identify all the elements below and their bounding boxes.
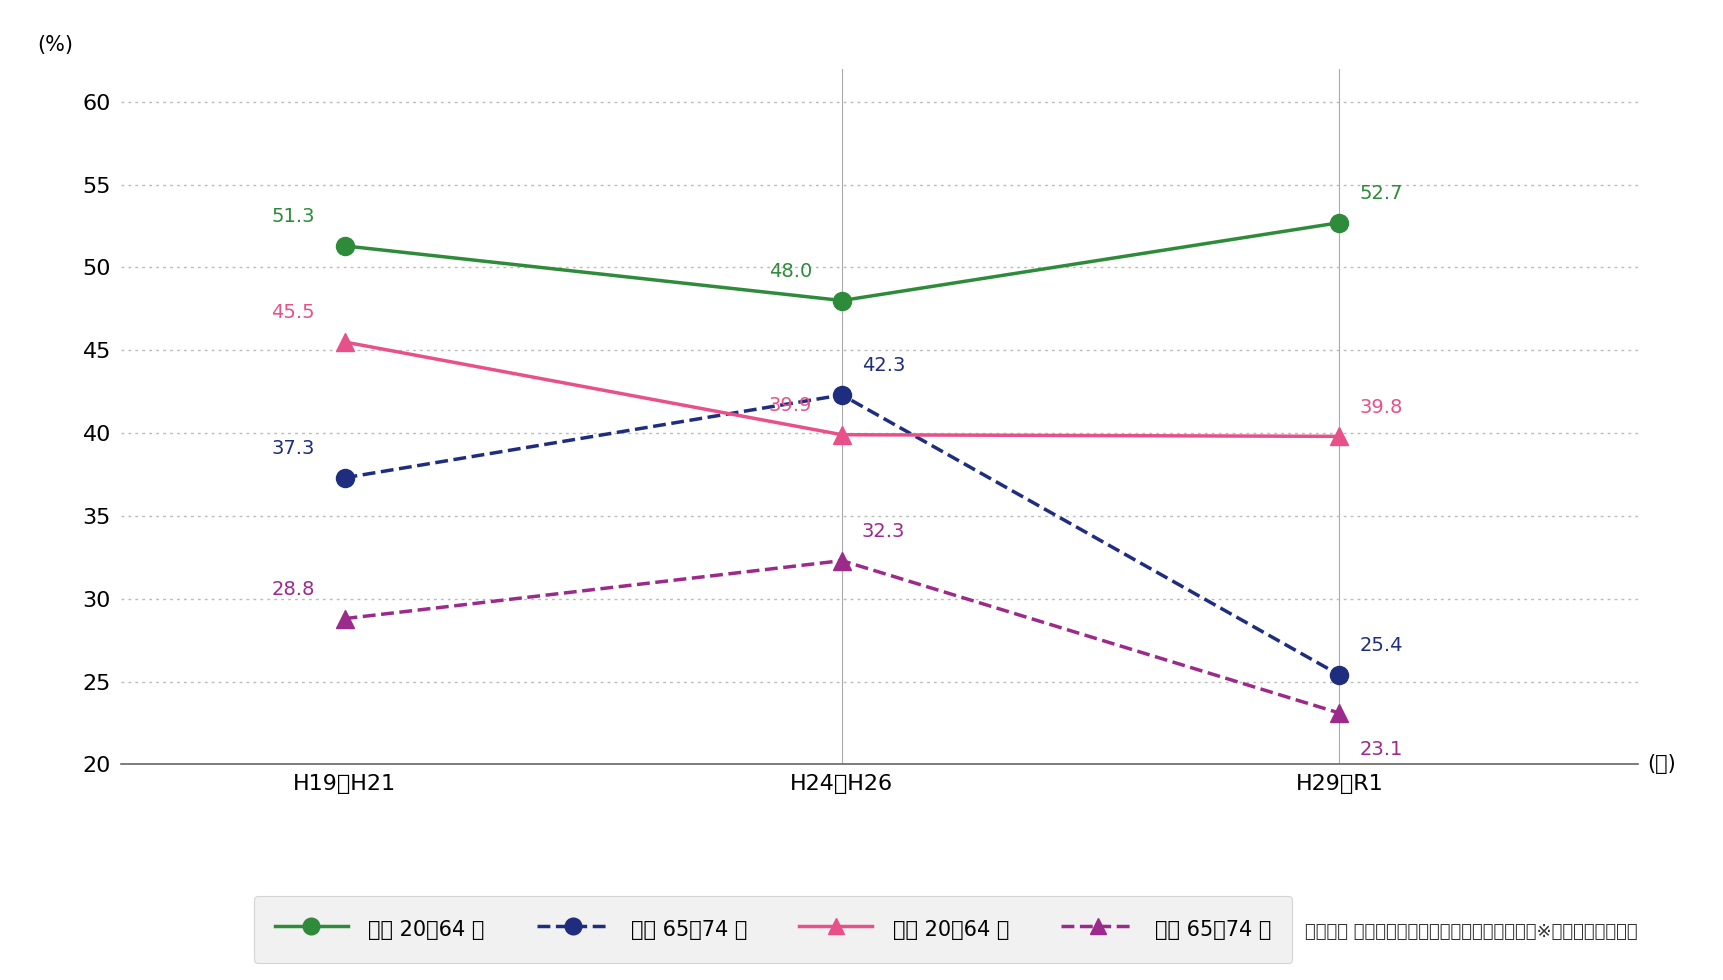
Text: 《出典》 国民健康・栄養調査（厕生労働省）　※東京都分を再集計: 《出典》 国民健康・栄養調査（厕生労働省） ※東京都分を再集計: [1304, 923, 1637, 941]
Text: 23.1: 23.1: [1358, 741, 1403, 760]
Text: 28.8: 28.8: [271, 580, 315, 599]
Text: 52.7: 52.7: [1358, 184, 1403, 203]
Legend: 男性 20～64 歳, 男性 65～74 歳, 女性 20～64 歳, 女性 65～74 歳: 男性 20～64 歳, 男性 65～74 歳, 女性 20～64 歳, 女性 6…: [253, 896, 1292, 962]
Text: 51.3: 51.3: [271, 207, 315, 226]
Text: 25.4: 25.4: [1358, 636, 1403, 655]
Text: 45.5: 45.5: [271, 303, 315, 322]
Text: 42.3: 42.3: [862, 356, 905, 375]
Text: (年): (年): [1647, 755, 1675, 774]
Text: 32.3: 32.3: [862, 521, 905, 541]
Text: 48.0: 48.0: [768, 262, 812, 280]
Text: 37.3: 37.3: [271, 439, 315, 458]
Text: 39.8: 39.8: [1358, 398, 1403, 416]
Text: 39.9: 39.9: [768, 396, 812, 415]
Text: (%): (%): [38, 34, 72, 55]
